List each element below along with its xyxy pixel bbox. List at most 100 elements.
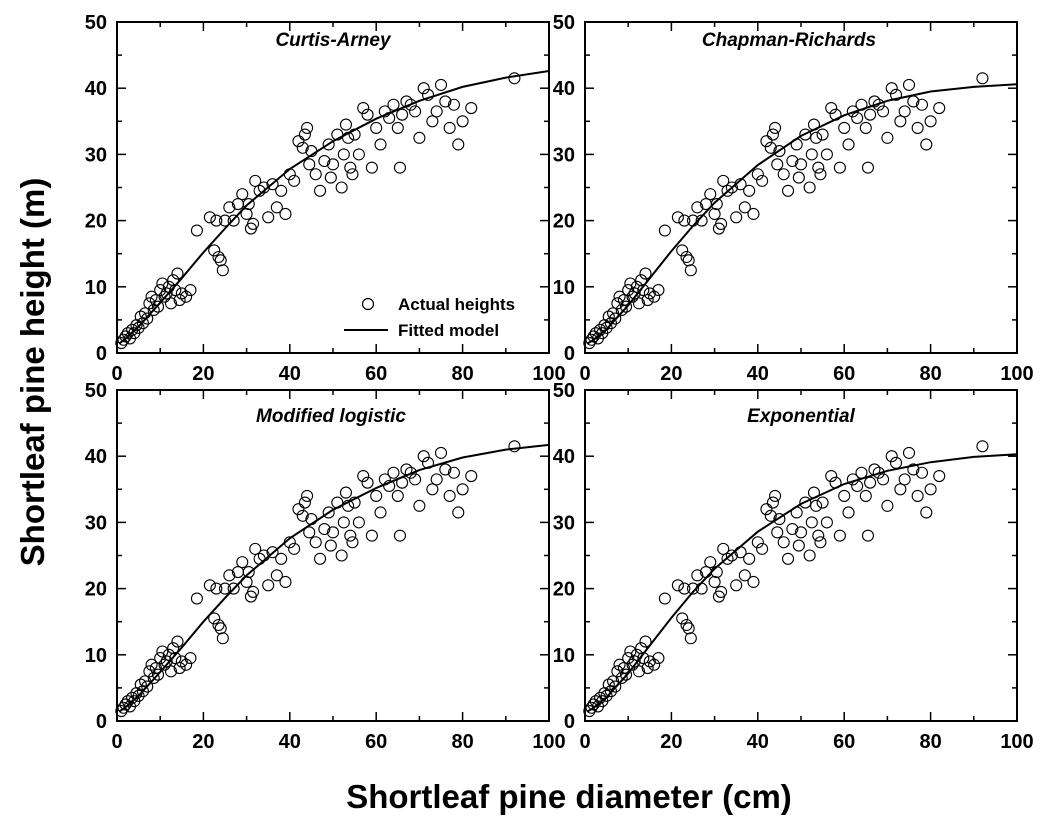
data-point	[615, 303, 628, 317]
data-point	[158, 290, 171, 303]
data-point	[434, 78, 448, 91]
data-point	[933, 470, 946, 483]
data-point	[126, 323, 139, 336]
data-point	[227, 582, 240, 595]
data-point	[296, 141, 309, 154]
data-point	[203, 579, 216, 592]
data-point	[751, 168, 764, 181]
data-point	[695, 214, 708, 227]
data-point	[842, 138, 855, 151]
data-point	[756, 174, 769, 187]
data-point	[820, 516, 833, 529]
data-point	[639, 267, 652, 280]
data-point	[413, 499, 426, 512]
y-tick-label: 20	[553, 211, 575, 233]
data-point	[214, 622, 227, 635]
x-tick-label: 60	[833, 363, 855, 385]
data-point	[766, 128, 779, 141]
data-point	[641, 293, 654, 307]
data-point	[747, 207, 760, 221]
x-tick-label: 80	[919, 363, 941, 385]
x-tick-label: 0	[111, 731, 122, 753]
data-point	[173, 293, 186, 307]
data-point	[777, 168, 790, 181]
data-point	[218, 582, 232, 595]
data-point	[171, 267, 184, 280]
data-point	[604, 317, 617, 330]
data-point	[167, 274, 180, 287]
x-tick-label: 60	[365, 731, 387, 753]
data-point	[715, 585, 728, 598]
data-point	[275, 184, 288, 197]
panel-title: Modified logistic	[256, 406, 406, 427]
data-point	[242, 198, 255, 211]
data-point	[249, 542, 262, 555]
data-point	[624, 277, 637, 290]
data-point	[686, 582, 700, 595]
data-point	[143, 665, 156, 678]
data-point	[794, 158, 808, 171]
data-point	[771, 526, 784, 539]
data-point	[810, 499, 823, 512]
data-point	[769, 121, 782, 134]
data-point	[508, 440, 521, 453]
y-tick-label: 20	[85, 211, 107, 233]
data-point	[704, 188, 717, 201]
x-tick-label: 100	[1000, 363, 1033, 385]
data-point	[885, 450, 898, 463]
data-point	[171, 635, 184, 648]
data-point	[622, 652, 635, 665]
data-point	[639, 635, 652, 648]
data-point	[607, 675, 620, 688]
data-point	[409, 105, 422, 118]
panel-exponential: Exponential 0 20 40 60 80 100 0 10 20 30 40 50	[553, 380, 1034, 753]
data-point	[339, 486, 353, 499]
data-point	[508, 72, 521, 85]
data-point	[147, 303, 160, 317]
data-point	[911, 489, 924, 502]
y-tick-label: 0	[96, 343, 107, 365]
data-point	[617, 293, 630, 307]
data-point	[374, 506, 387, 519]
data-point	[404, 98, 417, 111]
data-point	[216, 632, 229, 645]
data-point	[624, 645, 637, 658]
data-point	[117, 333, 130, 346]
data-point	[326, 158, 340, 171]
data-point	[812, 161, 825, 174]
data-point	[236, 188, 249, 201]
y-tick-label: 40	[85, 78, 107, 100]
data-point	[730, 579, 743, 592]
data-point	[814, 168, 827, 181]
data-point	[223, 201, 236, 214]
data-point	[598, 687, 611, 700]
data-point	[680, 250, 693, 264]
y-tick-label: 0	[564, 711, 575, 733]
x-tick-label: 80	[451, 731, 473, 753]
data-point	[805, 148, 818, 161]
data-point	[218, 214, 232, 227]
data-point	[247, 585, 260, 598]
data-point	[313, 552, 327, 565]
data-point	[611, 665, 624, 678]
fitted-model-line	[586, 453, 1018, 713]
data-point	[288, 542, 301, 555]
scatter-points	[583, 440, 989, 718]
data-point	[684, 632, 697, 645]
data-point	[180, 658, 193, 671]
data-point	[365, 529, 378, 542]
data-point	[617, 661, 630, 675]
data-point	[154, 652, 167, 665]
data-point	[825, 102, 838, 115]
scatter-points	[583, 72, 989, 350]
data-point	[609, 312, 622, 325]
y-tick-label: 40	[85, 446, 107, 468]
data-point	[781, 184, 795, 197]
y-tick-label: 50	[553, 12, 575, 34]
data-point	[156, 277, 169, 290]
data-point	[730, 211, 743, 224]
data-point	[602, 678, 615, 691]
y-axis-title: Shortleaf pine height (m)	[14, 178, 51, 567]
plot-frame	[116, 389, 550, 722]
data-point	[452, 138, 465, 151]
